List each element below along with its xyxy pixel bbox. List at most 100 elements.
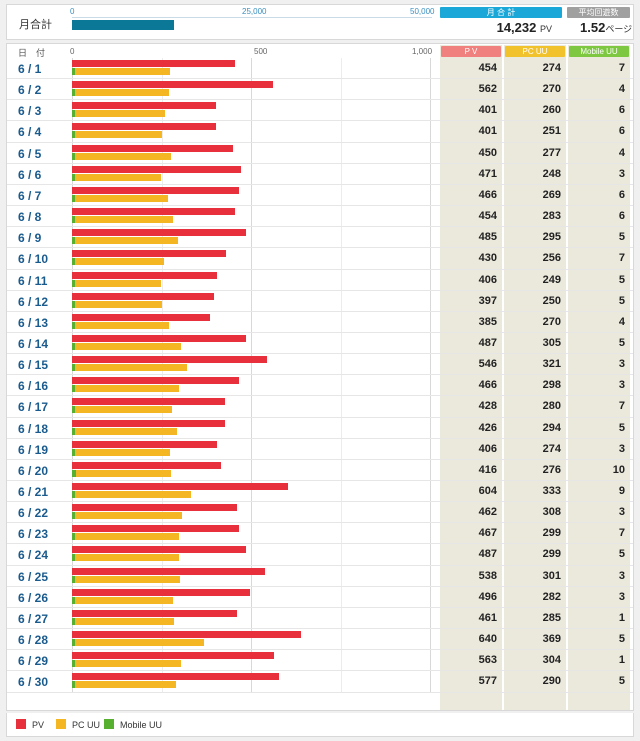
pc-uu-bar (72, 660, 181, 668)
mobile-uu-bar (72, 342, 75, 350)
pv-bar (72, 483, 289, 490)
row-separator (7, 331, 633, 333)
pv-bar (72, 546, 247, 554)
pc-uu-value: 301 (542, 569, 561, 582)
row-separator (7, 522, 633, 524)
mobile-uu-bar (72, 385, 75, 393)
mobile-uu-value: 4 (618, 146, 625, 159)
date-label: 6 / 12 (18, 294, 49, 309)
row-separator (7, 183, 633, 185)
pc-uu-bar (72, 385, 179, 393)
pc-uu-bar (72, 491, 192, 498)
pc-uu-bar (72, 596, 173, 604)
date-label: 6 / 29 (18, 654, 49, 669)
avg-unit: ページ (605, 24, 633, 34)
pv-value: 406 (478, 273, 497, 286)
pc-uu-value: 299 (542, 527, 561, 540)
pc-uu-bar (72, 131, 162, 139)
pv-value: 426 (478, 421, 497, 434)
total-pv-number: 14,232 (496, 20, 537, 35)
row-separator (7, 268, 633, 270)
mobile-uu-value: 5 (618, 633, 625, 646)
pc-uu-bar (72, 258, 164, 266)
mobile-uu-value: 5 (618, 231, 625, 244)
pv-value: 604 (478, 485, 497, 497)
table-column-pv (440, 45, 502, 710)
row-separator (7, 480, 633, 481)
pc-uu-value: 305 (542, 336, 561, 349)
mobile-uu-bar (72, 660, 75, 668)
pc-uu-bar (72, 681, 176, 689)
pv-bar (72, 440, 218, 448)
pc-uu-value: 256 (542, 252, 561, 265)
pv-value: 466 (478, 188, 497, 201)
date-label: 6 / 8 (18, 210, 42, 225)
row-separator (7, 458, 633, 460)
mobile-uu-bar (72, 279, 75, 287)
pv-value: 385 (478, 315, 497, 328)
pc-uu-value: 277 (542, 146, 561, 159)
pv-bar (72, 60, 235, 67)
mobile-uu-bar (72, 681, 75, 689)
mobile-uu-value: 5 (618, 675, 625, 688)
date-label: 6 / 7 (18, 188, 42, 203)
pv-value: 450 (478, 146, 497, 159)
date-label: 6 / 15 (18, 358, 49, 373)
pc-uu-value: 248 (542, 167, 561, 180)
row-separator (7, 691, 633, 693)
date-label: 6 / 13 (18, 315, 49, 330)
mobile-uu-bar (72, 639, 75, 647)
pc-uu-value: 280 (542, 400, 561, 413)
grid-line (161, 58, 163, 693)
row-separator (7, 310, 633, 312)
pv-bar (72, 377, 239, 385)
legend-swatch (104, 719, 114, 729)
pc-uu-value: 369 (542, 633, 561, 646)
date-column-header: 日 付 (18, 48, 46, 58)
mobile-uu-value: 1 (618, 654, 625, 667)
row-separator (7, 416, 633, 418)
pv-value: 416 (478, 463, 497, 476)
pc-uu-bar (72, 152, 172, 160)
mobile-uu-bar (72, 110, 75, 118)
avg-visits-number: 1.52 (580, 20, 606, 35)
mobile-uu-bar (72, 89, 75, 97)
pv-value: 577 (478, 675, 497, 688)
mobile-uu-value: 5 (618, 294, 625, 307)
date-label: 6 / 26 (18, 590, 49, 605)
pv-value: 466 (478, 379, 497, 392)
date-label: 6 / 30 (18, 675, 49, 690)
mobile-uu-value: 3 (618, 379, 625, 392)
pc-uu-value: 298 (542, 379, 561, 392)
pc-uu-value: 295 (542, 231, 561, 244)
pc-uu-value: 269 (542, 188, 561, 201)
date-label: 6 / 19 (18, 442, 49, 457)
top-axis-line (72, 17, 432, 18)
pv-bar (72, 609, 238, 617)
mobile-uu-bar (72, 364, 75, 372)
pc-uu-value: 274 (542, 62, 561, 74)
pc-uu-bar (72, 617, 175, 625)
row-separator (7, 585, 633, 587)
pv-value: 397 (478, 294, 497, 307)
top-tick-50000: 50,000 (410, 7, 435, 16)
mobile-uu-bar (72, 300, 75, 308)
row-separator (7, 78, 633, 80)
mobile-uu-value: 3 (618, 569, 625, 582)
pv-bar (72, 271, 218, 279)
date-label: 6 / 10 (18, 252, 49, 267)
pc-uu-bar (72, 427, 178, 435)
pc-uu-bar (72, 554, 180, 562)
pc-uu-bar (72, 279, 162, 287)
date-label: 6 / 14 (18, 336, 49, 351)
legend-item: PV (16, 713, 44, 737)
mobile-uu-value: 6 (618, 188, 625, 201)
pv-value: 428 (478, 400, 497, 413)
row-separator (7, 141, 633, 143)
date-label: 6 / 28 (18, 633, 49, 648)
mobile-uu-value: 7 (618, 252, 625, 265)
pv-value: 563 (478, 654, 497, 667)
date-label: 6 / 2 (18, 83, 42, 98)
date-label: 6 / 27 (18, 611, 49, 626)
mobile-uu-bar (72, 469, 76, 477)
